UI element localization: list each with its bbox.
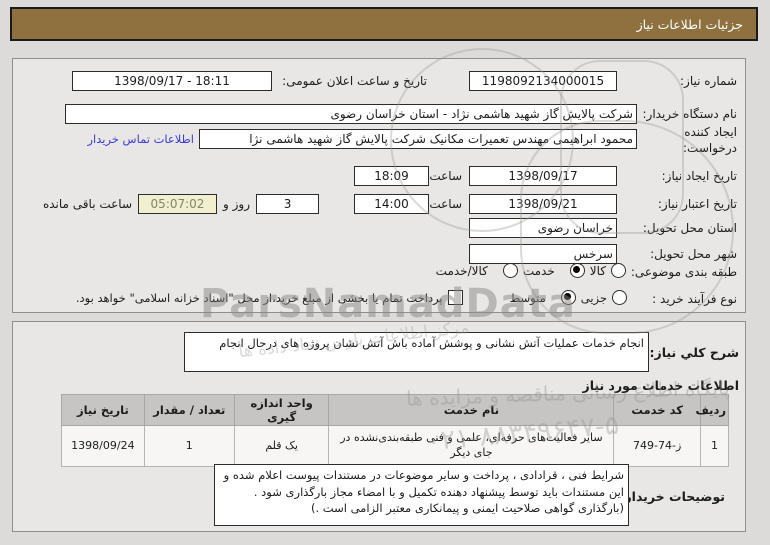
col-service-code: کد خدمت (613, 394, 701, 426)
cell-service-code: 749-74-ز (613, 425, 701, 467)
radio-goods-label: کالا (589, 263, 606, 278)
validity-hour-label: ساعت (429, 197, 462, 211)
province-field[interactable]: خراسان رضوی (469, 218, 617, 238)
process-type-label: نوع فرآیند خرید : (652, 292, 737, 306)
city-field[interactable]: سرخس (469, 244, 617, 264)
page-title-bar: جزئیات اطلاعات نیاز (10, 7, 758, 41)
col-need-date: تاریخ نیاز (61, 394, 145, 426)
request-info-groupbox: شماره نیاز: 1198092134000015 تاریخ و ساع… (12, 58, 746, 313)
process-type-options: جزیی متوسط پرداخت تمام یا بخشی از مبلغ خ… (76, 290, 627, 305)
radio-goods-service[interactable] (502, 263, 518, 278)
radio-goods[interactable] (611, 263, 626, 278)
created-hour-label: ساعت (429, 169, 462, 183)
cell-row-number: 1 (700, 425, 729, 467)
city-label: شهر محل تحویل: (650, 247, 737, 261)
services-section-title: اطلاعات خدمات مورد نیاز (582, 378, 740, 393)
radio-service-label: خدمت (522, 263, 555, 278)
radio-minor[interactable] (612, 290, 627, 305)
need-number-label: شماره نیاز: (680, 74, 737, 88)
radio-medium-label: متوسط (509, 290, 546, 305)
treasury-checkbox-label: پرداخت تمام یا بخشی از مبلغ خرید،از محل … (75, 290, 443, 305)
buyer-org-label: نام دستگاه خریدار: (642, 107, 738, 121)
radio-medium[interactable] (560, 290, 576, 305)
validity-date-field[interactable]: 1398/09/21 (469, 194, 617, 214)
buyer-notes-label: توضیحات خریدار: (619, 489, 725, 504)
remaining-time-cluster: 3 روز و 05:07:02 ساعت باقی مانده (43, 194, 319, 214)
radio-service[interactable] (569, 263, 585, 278)
created-time-field[interactable]: 18:09 (354, 166, 429, 186)
creator-field[interactable]: محمود ابراهیمی مهندس تعمیرات مکانیک شرکت… (199, 129, 637, 149)
request-detail-groupbox: شرح کلي نیاز: انجام خدمات عملیات آتش نشا… (12, 321, 746, 532)
announce-datetime-field[interactable]: 1398/09/17 - 18:11 (72, 71, 272, 91)
col-quantity: تعداد / مقدار (143, 394, 235, 426)
col-row-number: ردیف (695, 394, 729, 426)
created-date-field[interactable]: 1398/09/17 (469, 166, 617, 186)
classification-label: طبقه بندی موضوعی: (630, 265, 737, 279)
buyer-contact-link[interactable]: اطلاعات تماس خریدار (87, 132, 194, 146)
services-table-header-row: ردیف کد خدمت نام خدمت واحد اندازه گیری ت… (61, 394, 729, 426)
treasury-checkbox[interactable] (447, 290, 463, 305)
classification-options: کالا خدمت کالا/خدمت (436, 263, 626, 278)
col-service-name: نام خدمت (328, 394, 615, 426)
creator-label: ایجاد کننده درخواست: (683, 125, 737, 155)
buyer-notes-field[interactable]: شرایط فنی ، قرادادی ، پرداخت و سایر موضو… (214, 464, 629, 526)
col-unit: واحد اندازه گیری (233, 394, 330, 426)
cell-service-name: سایر فعالیت‌های حرفه‌ای، علمی و فنی طبقه… (328, 425, 615, 467)
remaining-days-field: 3 (256, 194, 319, 214)
cell-quantity: 1 (143, 425, 235, 467)
table-row: 1 749-74-ز سایر فعالیت‌های حرفه‌ای، علمی… (61, 425, 729, 467)
radio-minor-label: جزیی (580, 290, 607, 305)
general-description-label: شرح کلي نیاز: (649, 345, 739, 360)
remaining-days-label: روز و (223, 197, 250, 211)
validity-date-label: تاریخ اعتبار نیاز: (657, 197, 737, 211)
province-label: استان محل تحویل: (642, 221, 737, 235)
created-date-label: تاریخ ایجاد نیاز: (661, 169, 737, 183)
cell-unit: یک قلم (233, 425, 330, 467)
general-description-field[interactable]: انجام خدمات عملیات آتش نشانی و پوشش آماد… (184, 332, 649, 372)
cell-need-date: 1398/09/24 (61, 425, 145, 467)
radio-goods-service-label: کالا/خدمت (435, 263, 488, 278)
validity-time-field[interactable]: 14:00 (354, 194, 429, 214)
remaining-timer: 05:07:02 (138, 194, 217, 214)
need-number-field[interactable]: 1198092134000015 (469, 71, 617, 91)
page-title: جزئیات اطلاعات نیاز (636, 16, 743, 32)
announce-datetime-label: تاریخ و ساعت اعلان عمومی: (282, 74, 427, 88)
remaining-timer-label: ساعت باقی مانده (42, 197, 132, 211)
services-table: ردیف کد خدمت نام خدمت واحد اندازه گیری ت… (61, 394, 729, 467)
buyer-org-field[interactable]: شرکت پالایش گاز شهید هاشمی نژاد - استان … (65, 104, 637, 124)
